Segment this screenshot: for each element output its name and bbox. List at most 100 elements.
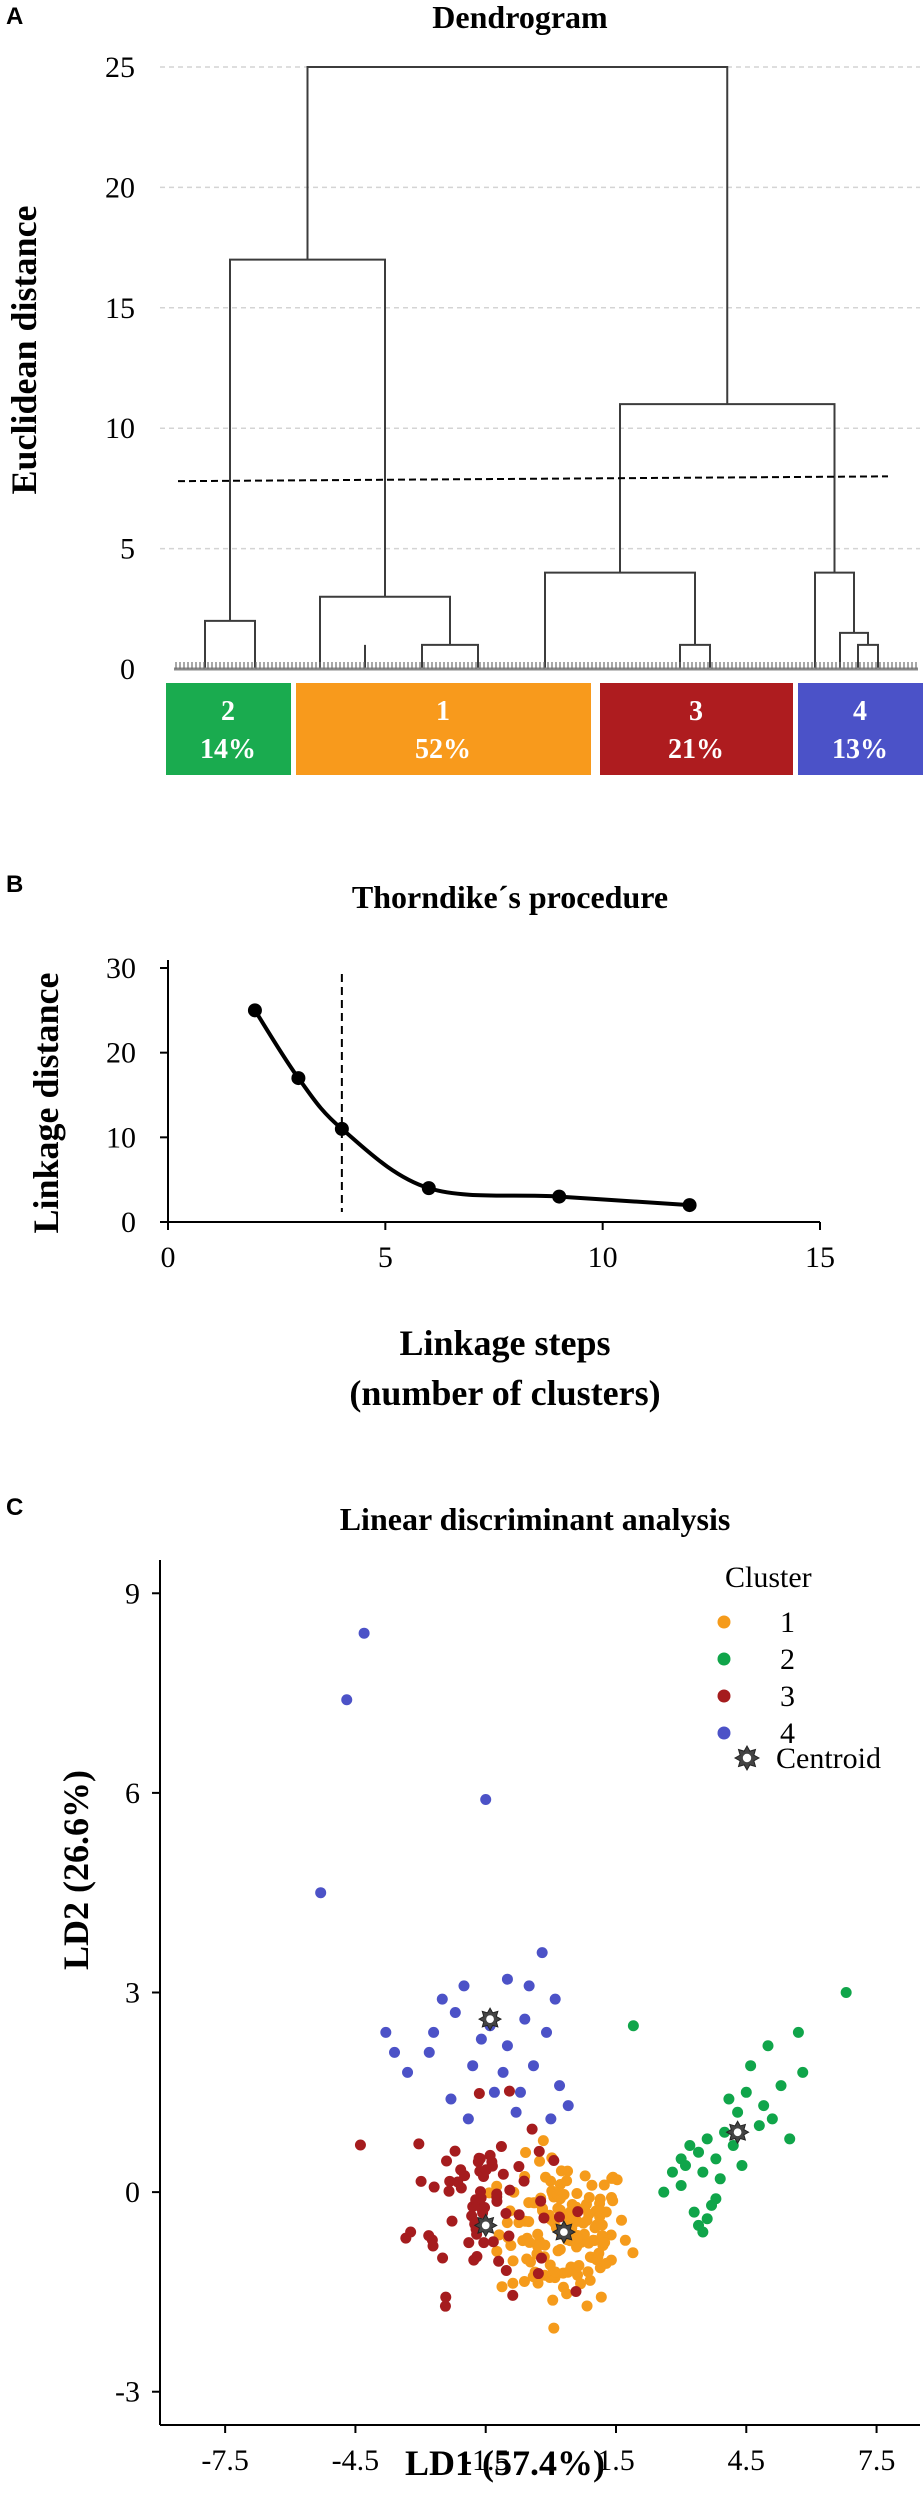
cluster-3-point (354, 2139, 366, 2151)
lda-x-axis-label: LD1 (57.4%) (405, 2443, 605, 2483)
legend-swatch-4 (717, 1726, 731, 1740)
cluster-4-point (449, 2006, 461, 2018)
thorndike-point-3 (291, 1071, 306, 1086)
panel-a: A Dendrogram Euclidean distance 05101520… (4, 0, 923, 775)
cluster-3-point (491, 2188, 503, 2200)
thorndike-point-9 (552, 1189, 567, 1204)
cluster-1-point (562, 2266, 574, 2278)
cluster-4-point (475, 2033, 487, 2045)
cluster-3-point (513, 2161, 525, 2173)
cluster-2-point (758, 2100, 770, 2112)
cluster-1-point (579, 2170, 591, 2182)
cluster-2-point (736, 2160, 748, 2171)
lda-axes: -3 0 3 6 9 -7.5 -4.5 -1.5 1.5 4.5 7.5 (115, 1560, 920, 2477)
cluster-box-3-share: 21% (668, 734, 724, 765)
cluster-1-point (586, 2179, 598, 2191)
legend-swatch-3 (717, 1689, 731, 1703)
cluster-3-point (443, 2185, 455, 2197)
legend-label-4: 4 (780, 1717, 795, 1750)
cluster-4-point (480, 1794, 492, 1806)
panel-letter-b: B (6, 871, 23, 898)
thorndike-axes: 0 10 20 30 0 5 10 15 (106, 952, 835, 1274)
cluster-1-point (496, 2281, 508, 2293)
cluster-box-4 (798, 683, 923, 775)
dendrogram-link-10 (619, 403, 836, 573)
cluster-3-point (449, 2145, 461, 2157)
x-tick: -4.5 (332, 2444, 380, 2477)
cluster-2-point (627, 2020, 639, 2032)
cluster-3-point (535, 2252, 547, 2264)
cluster-3-point (446, 2215, 458, 2227)
cluster-1-point (583, 2237, 595, 2249)
cluster-4-point (428, 2026, 440, 2038)
dendrogram-tree (204, 66, 879, 669)
cluster-1-point (524, 2236, 536, 2248)
cluster-3-point (504, 2184, 516, 2196)
thorndike-point-12 (682, 1198, 697, 1213)
cluster-2-point (679, 2160, 691, 2171)
cluster-4-point (523, 1980, 535, 1992)
thorndike-point-4 (334, 1121, 349, 1136)
legend-centroid-label: Centroid (776, 1742, 881, 1775)
thorndike-line (253, 1009, 690, 1208)
cluster-2-point (740, 2086, 752, 2098)
cluster-4-point (501, 1973, 513, 1985)
y-tick: 0 (125, 2176, 140, 2209)
cluster-3-point (478, 2237, 490, 2249)
cluster-3-point (572, 2206, 584, 2218)
cluster-1-point (599, 2237, 611, 2249)
cluster-2-point (792, 2026, 804, 2038)
cluster-2-point (762, 2040, 774, 2052)
cluster-2-point (766, 2113, 778, 2125)
cluster-3-point (415, 2175, 427, 2187)
y-tick: 3 (125, 1977, 140, 2010)
cluster-2-point (666, 2166, 678, 2178)
cluster-3-point (532, 2268, 544, 2280)
cluster-3-point (497, 2168, 509, 2180)
panel-c: C Linear discriminant analysis LD2 (26.6… (6, 1494, 920, 2483)
cluster-1-point (627, 2247, 639, 2259)
cluster-box-2-id: 2 (221, 696, 235, 727)
cluster-1-point (521, 2253, 533, 2265)
cluster-1-point (540, 2171, 552, 2183)
centroid-marker (478, 2007, 503, 2032)
cluster-3-point (518, 2175, 530, 2187)
cluster-2-point (688, 2206, 700, 2218)
cluster-1-point (537, 2135, 549, 2147)
cluster-1-point (619, 2234, 631, 2246)
cluster-4-point (536, 1947, 548, 1959)
cluster-2-point (753, 2120, 765, 2132)
cluster-3-point (452, 2176, 464, 2188)
y-tick-20: 20 (106, 1037, 136, 1070)
cluster-2-point (719, 2126, 731, 2138)
cluster-4-point (423, 2046, 435, 2058)
dendrogram-cut-line (177, 475, 889, 483)
y-tick-10: 10 (105, 412, 135, 445)
centroid-star-hole (742, 1753, 752, 1763)
cluster-1-point (549, 2266, 561, 2278)
cluster-1-point (582, 2266, 594, 2278)
cluster-3-point (500, 2207, 512, 2219)
cluster-2-point (697, 2226, 709, 2238)
cluster-3-point (463, 2237, 475, 2249)
cluster-2-point (701, 2213, 713, 2225)
dendrogram-title: Dendrogram (432, 0, 608, 35)
y-tick-10: 10 (106, 1121, 136, 1154)
centroid-star-hole (481, 2221, 490, 2230)
cluster-1-point (583, 2208, 595, 2220)
cluster-box-1-share: 52% (415, 734, 471, 765)
cluster-1-point (554, 2243, 566, 2255)
dendrogram-leaf-ticks (174, 662, 918, 671)
cluster-1-point (551, 2188, 563, 2200)
cluster-1-point (584, 2274, 596, 2286)
cluster-1-point (561, 2175, 573, 2187)
panel-b: B Thorndike´s procedure Linkage distance… (6, 871, 835, 1413)
thorndike-point-2 (247, 1003, 262, 1018)
cluster-3-point (500, 2265, 512, 2277)
cluster-4-point (462, 2113, 474, 2125)
x-tick: -1.5 (462, 2444, 510, 2477)
cluster-3-point (513, 2209, 525, 2221)
cluster-4-point (545, 2113, 557, 2125)
x-tick: 1.5 (597, 2444, 635, 2477)
cluster-1-point (606, 2191, 618, 2203)
